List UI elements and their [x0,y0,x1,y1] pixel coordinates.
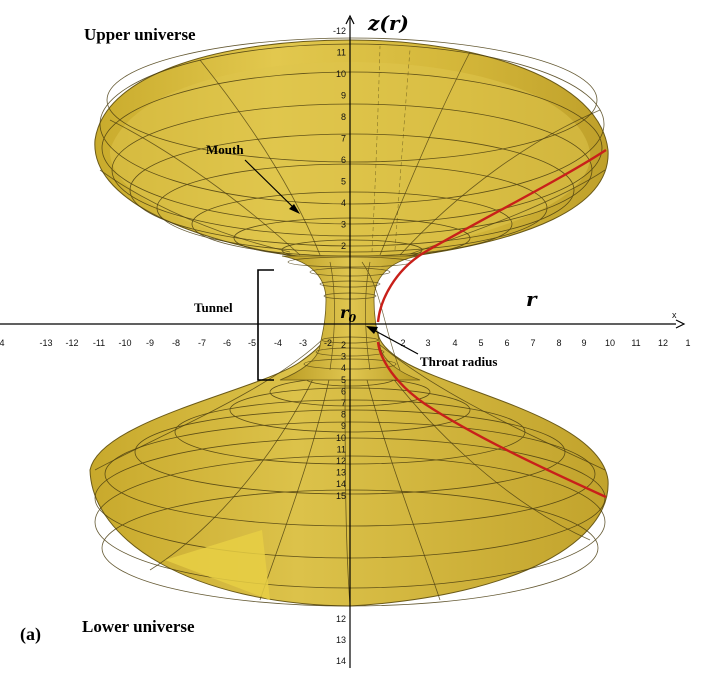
z-tick-label-upper: 4 [341,198,346,208]
z-tick-label-upper: 9 [341,91,346,101]
z-tick-label-lower: 11 [337,444,346,454]
tunnel-bracket [257,269,274,381]
z-tick-label-lower: 10 [336,433,346,443]
z-tick-label-bottom: 14 [336,656,346,666]
throat-radius-arrow [366,326,419,355]
embedding-profile-curve [376,148,607,499]
x-tick-label: 8 [556,338,561,348]
upper-universe-surface [94,37,609,269]
mouth-label: Mouth [206,142,244,157]
z-axis-label: z(r) [367,11,409,35]
z-tick-label-bottom: 12 [336,614,346,624]
x-tick-label: -10 [118,338,131,348]
x-tick-label: -9 [146,338,154,348]
z-tick-label-lower: 8 [341,410,346,420]
z-axis-tick-labels: -121110987654322345678910111213141512131… [333,26,346,666]
z-tick-label-upper: 11 [337,48,346,58]
x-tick-label: 12 [658,338,668,348]
z-axis [345,14,355,668]
upper-universe-label: Upper universe [84,25,196,44]
z-tick-label-upper: 8 [341,112,346,122]
r-axis-label: r [526,287,538,311]
z-tick-label-lower: 3 [341,352,346,362]
z-tick-label-upper: 6 [341,155,346,165]
x-tick-label: -8 [172,338,180,348]
z-tick-label-upper: 10 [336,69,346,79]
z-tick-label-lower: 14 [336,479,346,489]
z-tick-label-lower: 5 [341,375,346,385]
lower-universe-label: Lower universe [82,617,195,636]
x-tick-label: 2 [400,338,405,348]
x-tick-label: 11 [631,338,640,348]
x-tick-label: -3 [299,338,307,348]
x-tick-label: 1 [685,338,690,348]
x-tick-label: -12 [65,338,78,348]
z-tick-label-lower: 12 [336,456,346,466]
x-tick-label: -2 [324,338,332,348]
x-tick-label: 5 [478,338,483,348]
z-tick-label-lower: 6 [341,386,346,396]
r-axis: x [0,310,686,329]
throat-r0-label: r0 [340,303,356,325]
x-tick-label: -11 [93,338,105,348]
mouth-arrow [244,159,300,214]
z-tick-label-lower: 2 [341,340,346,350]
panel-label: (a) [20,624,41,645]
x-tick-label: -7 [198,338,206,348]
z-tick-label-upper: 5 [341,177,346,187]
x-tick-label: 4 [0,338,5,348]
x-tick-label: -4 [274,338,282,348]
x-axis-tick-labels: 4 -13 -12 -11 -10 -9 -8 -7 -6 -5 -4 -3 -2 2 3 4 5 6 7 8 9 10 1… [0,338,691,348]
z-tick-label-upper: -12 [333,26,346,36]
x-tick-label: -13 [39,338,52,348]
x-tick-label: 3 [425,338,430,348]
throat-radius-label: Throat radius [420,354,497,369]
x-axis-letter: x [672,310,677,320]
z-tick-label-lower: 13 [336,468,346,478]
x-tick-label: -5 [248,338,256,348]
z-tick-label-lower: 15 [336,491,346,501]
x-tick-label: 9 [581,338,586,348]
x-tick-label: 10 [605,338,615,348]
z-tick-label-upper: 2 [341,241,346,251]
z-tick-label-lower: 9 [341,421,346,431]
z-tick-label-upper: 3 [341,220,346,230]
tunnel-label: Tunnel [194,300,233,315]
z-tick-label-bottom: 13 [336,635,346,645]
x-tick-label: 6 [504,338,509,348]
x-tick-label: 7 [530,338,535,348]
x-tick-label: -6 [223,338,231,348]
z-tick-label-lower: 4 [341,363,346,373]
x-tick-label: 4 [452,338,457,348]
z-tick-label-upper: 7 [341,134,346,144]
z-tick-label-lower: 7 [341,398,346,408]
